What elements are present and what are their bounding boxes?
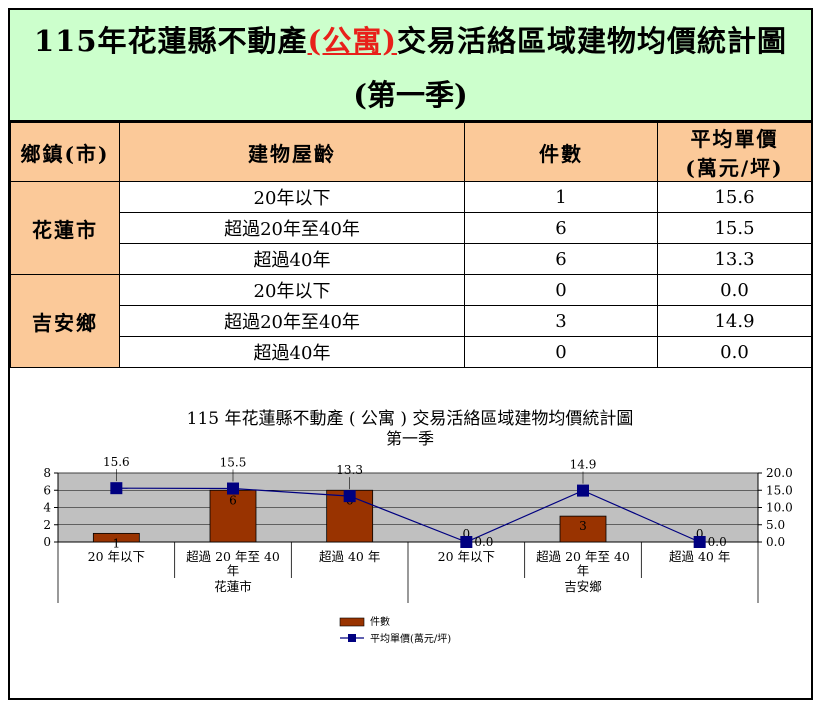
header-price: 平均單價 (萬元/坪): [657, 122, 812, 182]
title-part-1: 115年花蓮縣不動產: [33, 24, 308, 58]
table-row: 吉安鄉 20年以下 0 0.0: [10, 274, 812, 368]
header-price-line2: (萬元/坪): [685, 156, 784, 180]
bar: [209, 489, 257, 543]
header-town: 鄉鎮(市): [10, 122, 120, 182]
x-category-label: 超過 40 年: [669, 549, 730, 564]
age-cell: 超過20年至40年: [119, 305, 465, 337]
chart-title: 115 年花蓮縣不動產 ( 公寓 ) 交易活絡區域建物均價統計圖: [187, 409, 634, 429]
price-label: 13.3: [336, 463, 363, 477]
y-left-tick-label: 8: [43, 466, 51, 480]
count-cell: 0: [464, 336, 658, 368]
y-left-tick-label: 0: [43, 535, 51, 549]
table-row: 花蓮市 20年以下 1 15.6: [10, 181, 812, 275]
price-label: 0.0: [474, 535, 493, 549]
age-cell: 20年以下: [119, 181, 465, 213]
price-cell: 0.0: [657, 336, 812, 368]
price-marker: [227, 482, 239, 495]
y-right-tick-label: 10.0: [766, 501, 793, 515]
town-cell: 花蓮市: [10, 181, 120, 275]
legend-swatch-marker: [348, 634, 356, 642]
count-cell: 6: [464, 212, 658, 244]
price-marker: [110, 482, 123, 495]
x-group-label: 吉安鄉: [564, 579, 602, 594]
price-cell: 13.3: [657, 243, 812, 275]
title-part-2: 交易活絡區域建物均價統計圖: [396, 24, 787, 58]
table-row: 超過20年至40年 6 15.5: [11, 212, 812, 244]
table-row: 超過40年 0 0.0: [11, 336, 812, 368]
x-category-label: 超過 20 年至 40: [186, 549, 280, 564]
title-band: 115年花蓮縣不動產(公寓)交易活絡區域建物均價統計圖 (第一季): [10, 10, 811, 122]
y-right-tick-label: 0.0: [766, 535, 785, 549]
x-category-label: 20 年以下: [438, 549, 495, 564]
age-cell: 超過20年至40年: [119, 212, 465, 244]
price-label: 15.6: [103, 455, 130, 469]
price-table: 鄉鎮(市) 建物屋齡 件數 平均單價 (萬元/坪) 花蓮市 20年以下 1 15…: [10, 122, 812, 368]
table-header-row: 鄉鎮(市) 建物屋齡 件數 平均單價 (萬元/坪): [10, 122, 812, 182]
x-category-label: 超過 40 年: [319, 549, 380, 564]
price-marker: [343, 490, 356, 503]
price-cell: 15.5: [657, 212, 812, 244]
page-title: 115年花蓮縣不動產(公寓)交易活絡區域建物均價統計圖: [10, 18, 811, 60]
bar-label: 3: [579, 519, 587, 533]
count-cell: 3: [464, 305, 658, 337]
table-row: 超過40年 6 13.3: [11, 243, 812, 275]
x-category-label: 20 年以下: [88, 549, 145, 564]
y-right-tick-label: 5.0: [766, 518, 785, 532]
y-left-tick-label: 4: [43, 501, 51, 515]
age-cell: 超過40年: [119, 243, 465, 275]
y-right-tick-label: 20.0: [766, 466, 793, 480]
price-label: 14.9: [570, 458, 597, 472]
count-cell: 0: [464, 274, 658, 306]
header-price-line1: 平均單價: [690, 127, 779, 151]
y-right-tick-label: 15.0: [766, 483, 793, 497]
chart-subtitle: 第一季: [386, 429, 434, 448]
town-cell: 吉安鄉: [10, 274, 120, 368]
price-cell: 14.9: [657, 305, 812, 337]
price-label: 15.5: [220, 456, 247, 470]
bar-label: 6: [229, 493, 237, 507]
legend-label-line: 平均單價(萬元/坪): [370, 632, 451, 645]
age-cell: 20年以下: [119, 274, 465, 306]
y-left-tick-label: 6: [43, 483, 51, 497]
price-line: [116, 487, 700, 543]
legend-swatch-bar: [339, 617, 365, 627]
count-cell: 6: [464, 243, 658, 275]
header-age: 建物屋齡: [119, 122, 465, 182]
table-row: 超過20年至40年 3 14.9: [11, 305, 812, 337]
bar: [92, 532, 140, 543]
page-subtitle: (第一季): [353, 78, 468, 112]
chart-area: 115 年花蓮縣不動產 ( 公寓 ) 交易活絡區域建物均價統計圖 第一季 0 2 4 6 8…: [10, 368, 811, 698]
y-left-tick-label: 2: [43, 518, 51, 532]
title-highlight: (公寓): [307, 24, 397, 58]
bar-label: 0: [696, 527, 704, 541]
price-marker: [577, 484, 589, 497]
price-cell: 15.6: [657, 181, 812, 213]
legend-label-bar: 件數: [370, 615, 390, 628]
price-label: 0.0: [708, 535, 727, 549]
bar: [559, 515, 607, 543]
price-marker: [460, 536, 473, 548]
x-category-label: 年: [577, 563, 590, 578]
header-count: 件數: [464, 122, 658, 182]
bar-label: 0: [463, 527, 471, 541]
x-category-label: 年: [227, 563, 240, 578]
price-cell: 0.0: [657, 274, 812, 306]
count-cell: 1: [464, 181, 658, 213]
bar-label: 1: [113, 536, 121, 550]
x-group-label: 花蓮市: [214, 579, 252, 594]
price-marker: [693, 536, 706, 548]
age-cell: 超過40年: [119, 336, 465, 368]
x-category-label: 超過 20 年至 40: [536, 549, 630, 564]
report-frame: 115年花蓮縣不動產(公寓)交易活絡區域建物均價統計圖 (第一季) 鄉鎮(市) …: [8, 8, 813, 700]
